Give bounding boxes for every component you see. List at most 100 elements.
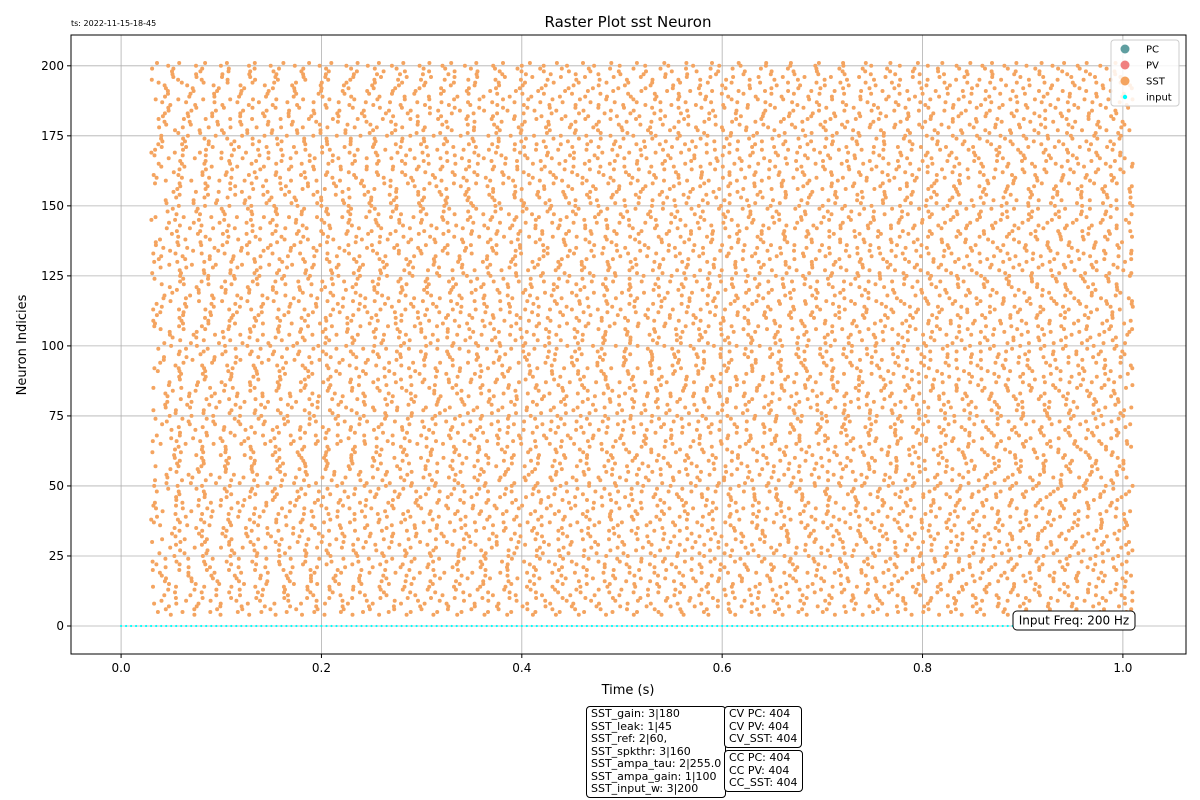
sst-spike (224, 458, 229, 463)
sst-spike (723, 520, 728, 525)
sst-spike (700, 413, 705, 418)
sst-spike (364, 498, 369, 502)
sst-spike (163, 556, 168, 561)
sst-spike (786, 540, 791, 544)
sst-spike (490, 313, 495, 318)
sst-spike (199, 455, 204, 460)
sst-spike (399, 363, 404, 368)
sst-spike (537, 321, 542, 326)
sst-spike (791, 408, 796, 413)
sst-spike (742, 598, 747, 603)
sst-spike (683, 458, 687, 463)
sst-spike (915, 279, 920, 284)
sst-spike (307, 355, 312, 360)
sst-spike (172, 453, 177, 458)
sst-spike (1109, 500, 1114, 505)
sst-spike (345, 315, 350, 320)
sst-spike (936, 531, 940, 536)
sst-spike (798, 478, 803, 483)
sst-spike (464, 455, 469, 460)
sst-spike (689, 461, 694, 466)
sst-spike (173, 363, 178, 368)
sst-spike (862, 537, 867, 542)
sst-spike (232, 433, 237, 438)
sst-spike (422, 425, 427, 430)
sst-spike (879, 447, 884, 452)
sst-spike (578, 377, 583, 382)
sst-spike (395, 405, 400, 410)
sst-spike (352, 338, 357, 343)
sst-spike (422, 363, 427, 368)
sst-spike (1009, 285, 1014, 290)
sst-spike (256, 537, 261, 542)
sst-spike (723, 287, 728, 292)
sst-spike (912, 531, 917, 536)
sst-spike (574, 419, 579, 424)
sst-spike (873, 554, 877, 558)
sst-spike (673, 327, 678, 332)
sst-spike (985, 483, 990, 488)
sst-spike (1013, 453, 1017, 458)
sst-spike (1072, 520, 1077, 525)
sst-spike (481, 430, 486, 435)
sst-spike (534, 596, 539, 600)
sst-spike (688, 343, 693, 348)
sst-spike (621, 551, 626, 556)
sst-spike (495, 287, 500, 292)
sst-spike (379, 447, 384, 452)
sst-spike (1080, 534, 1085, 539)
sst-spike (1018, 307, 1023, 312)
sst-spike (1029, 385, 1034, 390)
sst-spike (518, 534, 523, 539)
sst-spike (720, 408, 725, 413)
sst-spike (229, 408, 234, 413)
sst-spike (724, 542, 729, 547)
sst-spike (660, 271, 665, 276)
sst-spike (632, 582, 637, 586)
sst-spike (1020, 399, 1025, 404)
sst-spike (956, 377, 961, 382)
sst-spike (509, 346, 514, 351)
sst-spike (586, 321, 591, 326)
sst-spike (1118, 374, 1123, 379)
sst-spike (291, 296, 296, 301)
sst-spike (465, 576, 470, 581)
sst-spike (277, 559, 281, 564)
sst-spike (568, 523, 573, 528)
sst-spike (699, 565, 704, 570)
sst-spike (1030, 478, 1035, 483)
sst-spike (1048, 329, 1053, 334)
sst-spike (1121, 268, 1126, 273)
sst-spike (295, 341, 300, 346)
sst-spike (353, 290, 358, 295)
sst-spike (291, 343, 296, 348)
sst-spike (260, 332, 265, 337)
sst-spike (973, 596, 978, 600)
sst-spike (156, 346, 161, 351)
sst-spike (609, 453, 613, 458)
sst-spike (831, 514, 836, 519)
sst-spike (405, 596, 410, 600)
sst-spike (955, 313, 960, 318)
sst-spike (559, 399, 563, 404)
sst-spike (999, 439, 1003, 444)
sst-spike (679, 416, 684, 421)
sst-spike (1098, 349, 1103, 354)
sst-spike (253, 492, 258, 497)
sst-spike (1114, 469, 1119, 474)
sst-spike (801, 363, 806, 368)
sst-spike (905, 357, 910, 362)
sst-spike (177, 324, 182, 329)
sst-spike (574, 587, 579, 592)
sst-spike (278, 397, 283, 402)
sst-spike (1005, 542, 1010, 547)
sst-spike (982, 534, 987, 539)
sst-spike (950, 301, 955, 306)
sst-spike (943, 416, 947, 421)
sst-spike (270, 453, 275, 458)
sst-spike (891, 371, 896, 376)
sst-spike (1111, 388, 1116, 393)
sst-spike (1008, 531, 1013, 536)
sst-spike (1093, 554, 1098, 558)
sst-spike (461, 590, 466, 595)
